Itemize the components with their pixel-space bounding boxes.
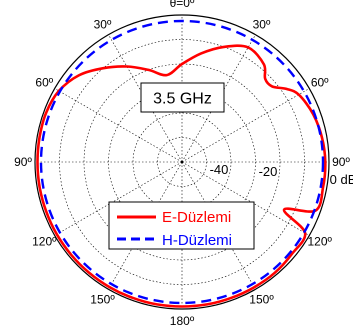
label-layer: θ=0º 30º 60º 90º 120º 150º 180º 150º 120º 90º 60º 3… [14,0,353,328]
angle-label: 60º [35,76,53,90]
angle-label: θ=0º [170,0,195,10]
radial-tick-label: 0 dB [330,172,353,187]
polar-grid [34,14,330,310]
angle-label: 120º [32,235,57,249]
angle-label: 180º [170,314,195,328]
angle-label: 60º [311,76,329,90]
series-e-plane [36,44,327,308]
grid-circle [59,39,305,285]
legend-label-h-plane: H-Düzlemi [162,232,232,249]
angle-label: 150º [90,293,115,307]
radial-tick-label: -40 [210,162,229,177]
grid-circle [132,112,232,212]
grid-circle [108,88,256,236]
outer-circle [34,14,330,310]
angle-label: 30º [94,17,112,31]
angle-label: 120º [307,235,332,249]
frequency-annotation: 3.5 GHz [153,91,212,108]
angle-label: 90º [14,155,32,169]
annotation-box: 3.5 GHz [140,82,225,113]
angle-label: 90º [332,155,350,169]
grid-circle [157,137,207,187]
grid-circle [83,63,281,261]
center-point [180,160,184,164]
angle-label: 150º [249,293,274,307]
legend-label-e-plane: E-Düzlemi [162,209,231,226]
legend: E-Düzlemi H-Düzlemi [108,201,255,250]
legend-box [108,201,255,250]
radial-tick-label: -20 [259,164,278,179]
series-layer [36,19,327,308]
angle-label: 30º [253,17,271,31]
series-h-plane [39,19,325,305]
